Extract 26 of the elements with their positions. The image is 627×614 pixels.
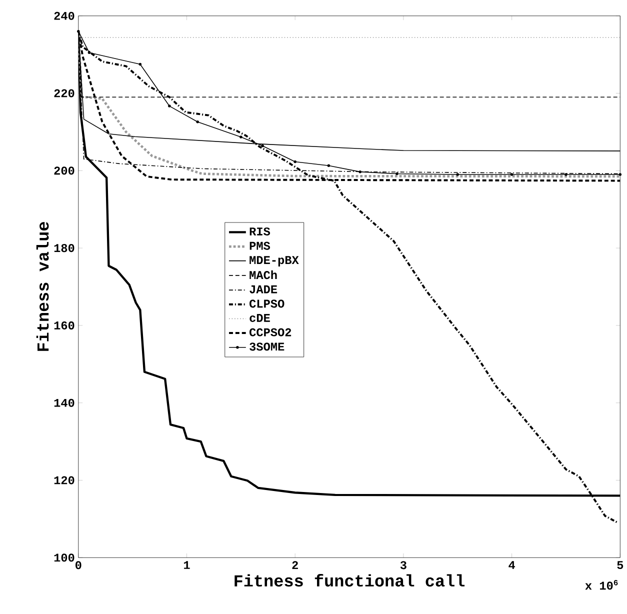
legend-label: PMS — [250, 242, 270, 250]
x-tick-label: 4 — [508, 561, 515, 569]
y-tick-label: 220 — [54, 89, 74, 98]
y-tick-label: 120 — [54, 476, 74, 484]
x-tick-label: 2 — [292, 561, 298, 569]
legend-label: JADE — [250, 285, 278, 294]
x-tick-label: 3 — [400, 561, 406, 570]
legend-label: CLPSO — [250, 300, 284, 308]
y-tick-label: 160 — [54, 321, 74, 330]
y-axis-title: Fitness value — [36, 222, 49, 351]
legend-label: cDE — [250, 314, 270, 322]
x-tick-label: 0 — [76, 561, 82, 570]
legend-label: MDE-pBX — [250, 256, 299, 266]
legend-label: MACh — [250, 270, 277, 280]
x-tick-label: 1 — [184, 561, 190, 569]
y-tick-label: 200 — [54, 166, 74, 175]
y-tick-label: 180 — [54, 244, 74, 252]
text: x 10$^{6}$ — [585, 580, 618, 590]
legend-label: RIS — [250, 227, 270, 236]
legend-label: 3SOME — [250, 342, 284, 351]
y-tick-label: 240 — [54, 12, 74, 20]
y-tick-label: 100 — [54, 554, 74, 562]
x-axis-title: Fitness functional call — [234, 574, 465, 586]
y-tick-label: 140 — [54, 398, 74, 407]
legend-label: CCPSO2 — [250, 328, 292, 336]
x-tick-label: 5 — [617, 561, 624, 569]
